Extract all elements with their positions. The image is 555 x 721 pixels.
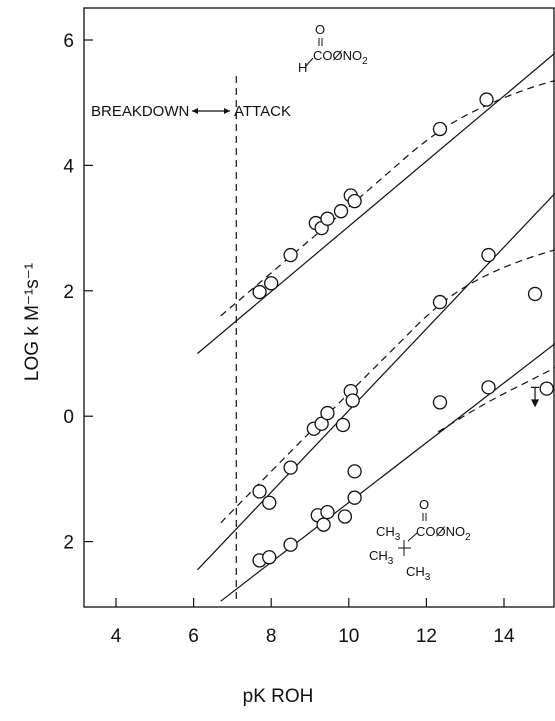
x-tick-label: 10 — [338, 626, 359, 647]
attack-label: ATTACK — [234, 103, 291, 120]
formula-bottom-ch3a: CH3 — [376, 524, 401, 543]
x-tick-label: 12 — [416, 626, 437, 647]
data-point-circle — [320, 504, 335, 520]
x-tick-label: 6 — [188, 626, 199, 647]
data-points — [252, 92, 554, 568]
data-point-circle — [314, 416, 329, 431]
y-axis-label: LOG k M⁻¹s⁻¹ — [22, 263, 43, 381]
data-point-circle — [432, 395, 448, 410]
data-point-circle — [283, 247, 298, 263]
formula-bottom-o: O — [419, 497, 429, 512]
y-tick-label: 0 — [63, 407, 74, 428]
limit-arrow-icon — [531, 386, 540, 408]
formula-top: O H COØNO2 — [298, 22, 368, 75]
data-point-circle — [335, 417, 351, 433]
x-tick-label: 4 — [111, 626, 122, 647]
data-point-circle — [527, 286, 543, 302]
data-point-circle — [333, 204, 349, 219]
solid-fit-line — [220, 342, 555, 602]
double-arrow-icon — [192, 108, 230, 114]
breakdown-label: BREAKDOWN — [91, 103, 189, 120]
data-point-circle — [262, 550, 277, 565]
x-axis-ticks: 46810121416 — [111, 598, 515, 647]
data-point-circle — [479, 92, 494, 107]
dashed-fit-curve — [220, 249, 555, 524]
y-tick-label: 2 — [63, 282, 74, 303]
formula-bottom-ch3b: CH3 — [369, 548, 394, 567]
data-point-circle — [347, 464, 362, 479]
fit-lines — [197, 52, 555, 602]
data-point-circle — [481, 380, 496, 395]
data-point-circle — [337, 509, 353, 524]
x-tick-label: 8 — [266, 626, 277, 647]
data-point-circle — [539, 381, 554, 396]
data-point-circle — [252, 284, 267, 300]
data-point-circle — [264, 276, 279, 291]
y-tick-label: 2 — [63, 533, 74, 554]
formula-bottom: O CH3 COØNO2 CH3 CH3 — [369, 497, 471, 583]
data-point-circle — [347, 490, 362, 505]
formula-top-o: O — [315, 22, 325, 37]
data-point-circle — [262, 495, 277, 510]
y-axis-ticks: 6 4 2 0 2 — [63, 31, 93, 554]
formula-bottom-main: COØNO2 — [416, 524, 471, 543]
data-point-circle — [320, 211, 335, 226]
data-point-circle — [316, 517, 331, 532]
data-point-circle — [481, 247, 496, 263]
data-point-circle — [252, 484, 267, 499]
formula-bottom-ch3c: CH3 — [406, 564, 431, 583]
data-point-circle — [345, 393, 360, 408]
y-tick-label: 6 — [63, 31, 74, 52]
formula-top-h: H — [298, 60, 307, 75]
data-point-circle — [432, 121, 448, 137]
formula-top-main: COØNO2 — [313, 48, 368, 67]
data-point-circle — [320, 405, 335, 421]
dashed-fit-curve — [220, 79, 555, 317]
plot-frame — [83, 7, 555, 608]
data-point-circle — [283, 537, 298, 552]
x-tick-label: 14 — [493, 626, 515, 647]
y-tick-label: 4 — [63, 156, 74, 177]
data-point-circle — [283, 460, 298, 475]
dashed-fit-curve — [437, 367, 555, 433]
x-axis-label: pK ROH — [243, 686, 314, 707]
solid-fit-line — [197, 52, 555, 354]
data-point-circle — [347, 193, 362, 209]
data-point-circle — [432, 294, 448, 310]
solid-fit-line — [197, 192, 555, 571]
